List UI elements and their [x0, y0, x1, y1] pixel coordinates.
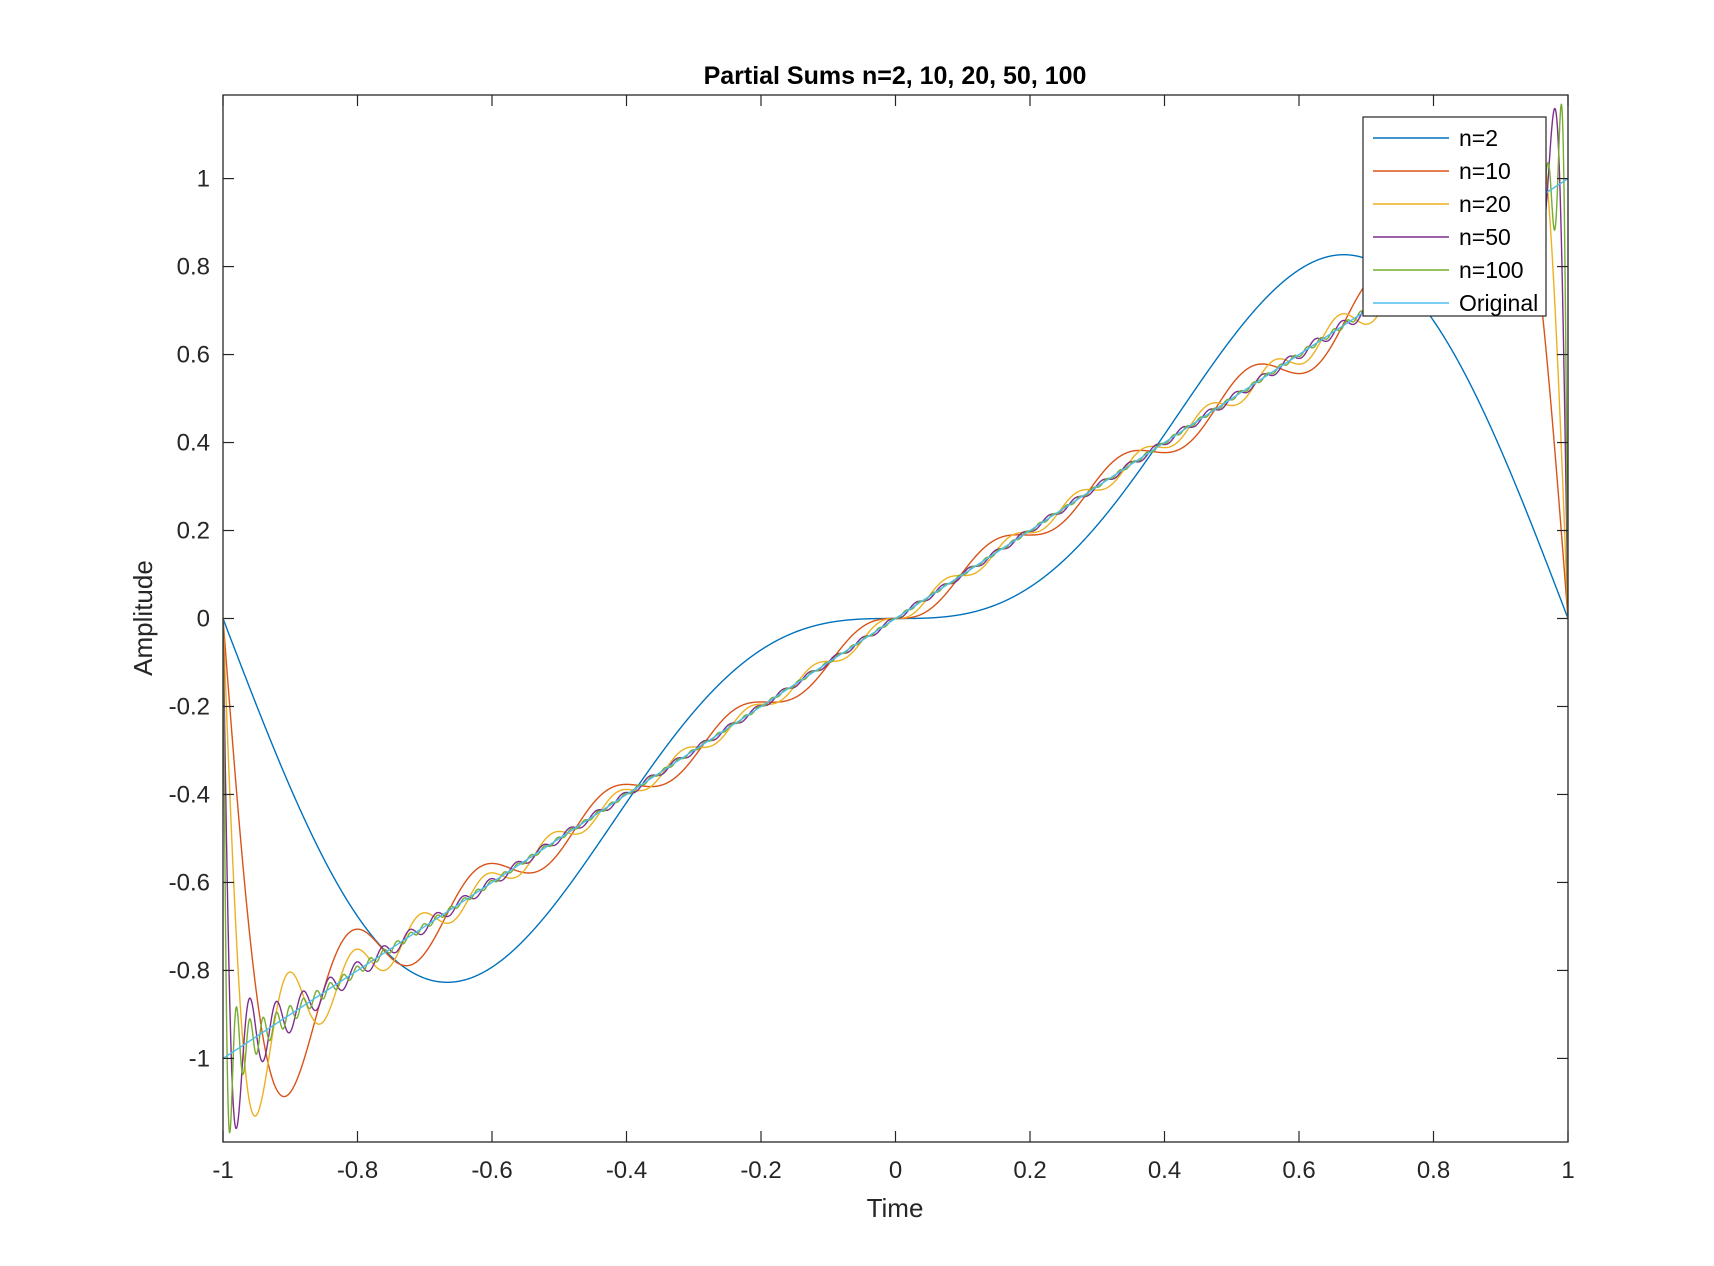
series-lines	[223, 103, 1568, 1134]
legend-label: n=50	[1459, 224, 1511, 250]
chart-title: Partial Sums n=2, 10, 20, 50, 100	[704, 62, 1087, 90]
y-tick-label: 1	[197, 166, 210, 193]
x-axis-label: Time	[867, 1193, 924, 1223]
y-tick-label: 0.8	[177, 254, 210, 281]
y-tick-label: -0.6	[169, 869, 210, 896]
legend-label: n=20	[1459, 191, 1511, 217]
x-tick-label: -0.2	[740, 1157, 781, 1184]
legend-box	[1362, 116, 1547, 317]
y-tick-label: -0.2	[169, 693, 210, 720]
plot-frame	[222, 94, 1569, 1143]
y-axis-label: Amplitude	[128, 560, 158, 676]
legend-label: n=100	[1459, 257, 1524, 283]
y-tick-label: -0.8	[169, 957, 210, 984]
x-tick-label: -1	[212, 1157, 233, 1184]
y-tick-label: 0.2	[177, 518, 210, 545]
x-tick-label: 0.4	[1148, 1157, 1181, 1184]
series-line-original	[223, 177, 1568, 1060]
legend: n=2 n=10 n=20 n=50 n=100 Original	[1362, 116, 1547, 317]
x-tick-labels: -1 -0.8 -0.6 -0.4 -0.2 0 0.2 0.4 0.6 0.8 1	[212, 1157, 1574, 1184]
x-tick-label: -0.4	[606, 1157, 647, 1184]
y-tick-label: 0.6	[177, 342, 210, 369]
x-tick-label: -0.6	[471, 1157, 512, 1184]
legend-label: Original	[1459, 290, 1538, 316]
x-tick-label: 1	[1561, 1157, 1574, 1184]
x-tick-label: 0	[889, 1157, 902, 1184]
x-tick-label: 0.8	[1417, 1157, 1450, 1184]
x-tick-label: 0.6	[1282, 1157, 1315, 1184]
legend-label: n=2	[1459, 125, 1498, 151]
y-tick-label: 0	[197, 606, 210, 633]
x-tick-label: 0.2	[1013, 1157, 1046, 1184]
y-tick-label: -0.4	[169, 781, 210, 808]
y-tick-label: -1	[189, 1045, 210, 1072]
y-tick-labels: -1 -0.8 -0.6 -0.4 -0.2 0 0.2 0.4 0.6 0.8 1	[169, 166, 210, 1073]
x-tick-label: -0.8	[337, 1157, 378, 1184]
legend-label: n=10	[1459, 158, 1511, 184]
y-tick-label: 0.4	[177, 430, 210, 457]
